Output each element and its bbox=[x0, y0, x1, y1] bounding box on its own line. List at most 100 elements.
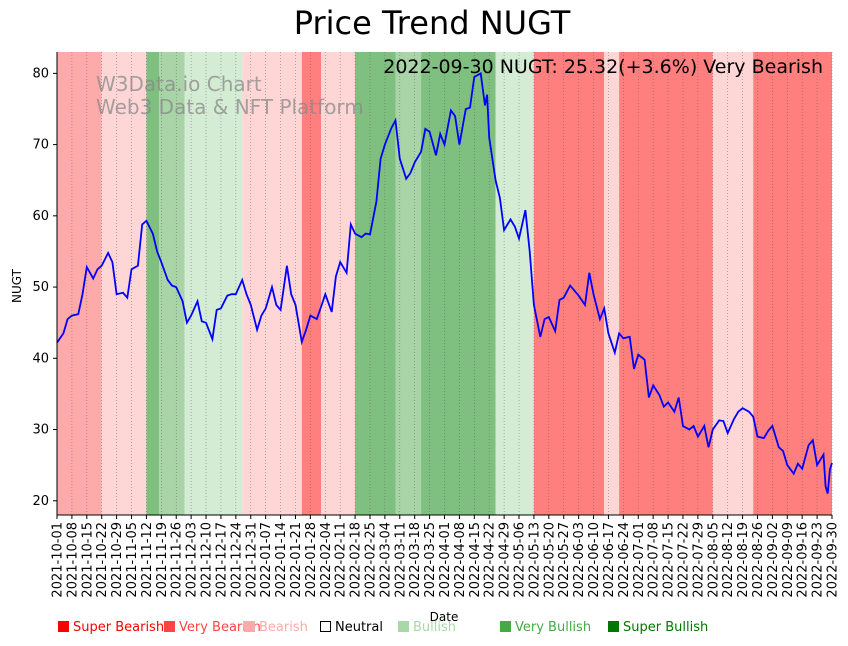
x-tick-label: 2022-07-29 bbox=[691, 522, 706, 598]
legend-swatch bbox=[500, 621, 511, 632]
x-tick-label: 2022-07-22 bbox=[677, 522, 692, 598]
legend-swatch bbox=[398, 621, 409, 632]
regime-band bbox=[753, 52, 832, 515]
x-tick-label: 2021-11-05 bbox=[125, 522, 140, 598]
x-tick-label: 2022-01-07 bbox=[259, 522, 274, 598]
legend-label: Neutral bbox=[335, 620, 383, 635]
legend-label: Bearish bbox=[259, 620, 308, 635]
x-tick-label: 2021-12-31 bbox=[244, 522, 259, 598]
x-tick-label: 2021-10-01 bbox=[51, 522, 66, 598]
x-tick-label: 2022-01-21 bbox=[289, 522, 304, 598]
regime-band bbox=[321, 52, 356, 515]
x-tick-label: 2022-01-14 bbox=[274, 522, 289, 598]
regime-band bbox=[619, 52, 713, 515]
regime-band bbox=[57, 52, 102, 515]
x-tick-label: 2021-12-10 bbox=[200, 522, 215, 598]
x-axis-ticks: 2021-10-01 2021-10-08 2021-10-15 2021-10-22… bbox=[51, 515, 841, 598]
x-tick-label: 2022-03-04 bbox=[378, 522, 393, 598]
regime-band bbox=[159, 52, 185, 515]
latest-price-annotation: 2022-09-30 NUGT: 25.32(+3.6%) Very Beari… bbox=[383, 56, 823, 78]
regime-band bbox=[242, 52, 302, 515]
watermark: W3Data.io Chart Web3 Data & NFT Platform bbox=[96, 72, 364, 119]
legend-item: Super Bullish bbox=[608, 620, 708, 635]
regime-bands bbox=[57, 52, 832, 515]
x-tick-label: 2022-09-30 bbox=[826, 522, 841, 598]
x-tick-label: 2022-04-15 bbox=[468, 522, 483, 598]
chart-title: Price Trend NUGT bbox=[293, 4, 571, 42]
y-axis-label: NUGT bbox=[10, 268, 24, 303]
x-tick-label: 2021-11-12 bbox=[140, 522, 155, 598]
x-tick-label: 2022-01-28 bbox=[304, 522, 319, 598]
regime-band bbox=[184, 52, 243, 515]
x-tick-label: 2021-10-22 bbox=[95, 522, 110, 598]
legend-label: Super Bullish bbox=[623, 620, 709, 635]
x-tick-label: 2021-12-24 bbox=[229, 522, 244, 598]
regime-band bbox=[395, 52, 422, 515]
legend-item: Bullish bbox=[398, 620, 456, 635]
x-tick-label: 2022-06-03 bbox=[572, 522, 587, 598]
y-tick-label: 50 bbox=[32, 280, 49, 295]
x-tick-label: 2022-02-18 bbox=[349, 522, 364, 598]
legend-swatch bbox=[320, 621, 331, 632]
vertical-gridlines bbox=[56, 52, 833, 515]
legend-item: Super Bearish bbox=[58, 620, 164, 635]
regime-band bbox=[495, 52, 534, 515]
legend-label: Very Bullish bbox=[515, 620, 592, 635]
x-tick-label: 2022-02-11 bbox=[334, 522, 349, 598]
regime-band bbox=[712, 52, 754, 515]
x-tick-label: 2022-06-24 bbox=[617, 522, 632, 598]
legend-label: Bullish bbox=[413, 620, 457, 635]
legend-item: Neutral bbox=[320, 620, 383, 635]
y-tick-label: 60 bbox=[32, 209, 49, 224]
x-tick-label: 2021-10-08 bbox=[65, 522, 80, 598]
x-tick-label: 2022-04-22 bbox=[483, 522, 498, 598]
y-tick-label: 20 bbox=[32, 494, 49, 509]
x-tick-label: 2022-08-19 bbox=[736, 522, 751, 598]
y-tick-label: 70 bbox=[32, 138, 49, 153]
x-tick-label: 2022-09-02 bbox=[766, 522, 781, 598]
legend-item: Very Bullish bbox=[500, 620, 591, 635]
x-tick-label: 2022-05-20 bbox=[542, 522, 557, 598]
x-tick-label: 2022-04-08 bbox=[453, 522, 468, 598]
x-tick-label: 2021-11-19 bbox=[155, 522, 170, 598]
y-tick-label: 30 bbox=[32, 423, 49, 438]
legend-swatch bbox=[244, 621, 255, 632]
x-tick-label: 2022-06-10 bbox=[587, 522, 602, 598]
x-tick-label: 2022-08-12 bbox=[721, 522, 736, 598]
x-tick-label: 2021-10-15 bbox=[80, 522, 95, 598]
x-tick-label: 2022-03-25 bbox=[423, 522, 438, 598]
legend-swatch bbox=[608, 621, 619, 632]
x-tick-label: 2022-09-09 bbox=[781, 522, 796, 598]
x-tick-label: 2022-05-13 bbox=[527, 522, 542, 598]
legend-item: Bearish bbox=[244, 620, 308, 635]
legend-label: Super Bearish bbox=[73, 620, 165, 635]
x-tick-label: 2022-07-15 bbox=[662, 522, 677, 598]
x-tick-label: 2022-05-06 bbox=[513, 522, 528, 598]
y-axis-ticks: 20 30 40 50 60 70 80 bbox=[32, 66, 57, 509]
x-tick-label: 2022-06-17 bbox=[602, 522, 617, 598]
x-tick-label: 2022-07-01 bbox=[632, 522, 647, 598]
x-tick-label: 2022-04-29 bbox=[498, 522, 513, 598]
regime-band bbox=[421, 52, 496, 515]
x-tick-label: 2022-03-18 bbox=[408, 522, 423, 598]
x-axis-label: Date bbox=[430, 610, 459, 624]
x-tick-label: 2022-09-16 bbox=[796, 522, 811, 598]
regime-band bbox=[533, 52, 605, 515]
legend-item: Very Bearish bbox=[164, 620, 261, 635]
watermark-line-1: W3Data.io Chart bbox=[96, 72, 262, 96]
x-tick-label: 2022-08-05 bbox=[706, 522, 721, 598]
legend-swatch bbox=[164, 621, 175, 632]
regime-band bbox=[146, 52, 160, 515]
regime-band bbox=[301, 52, 322, 515]
y-tick-label: 40 bbox=[32, 351, 49, 366]
regime-band bbox=[355, 52, 396, 515]
x-tick-label: 2022-05-27 bbox=[557, 522, 572, 598]
x-tick-label: 2021-12-03 bbox=[185, 522, 200, 598]
price-line bbox=[56, 71, 833, 494]
watermark-line-2: Web3 Data & NFT Platform bbox=[96, 95, 364, 119]
x-tick-label: 2022-02-25 bbox=[364, 522, 379, 598]
regime-band bbox=[101, 52, 147, 515]
x-tick-label: 2022-08-26 bbox=[751, 522, 766, 598]
x-tick-label: 2022-09-23 bbox=[811, 522, 826, 598]
